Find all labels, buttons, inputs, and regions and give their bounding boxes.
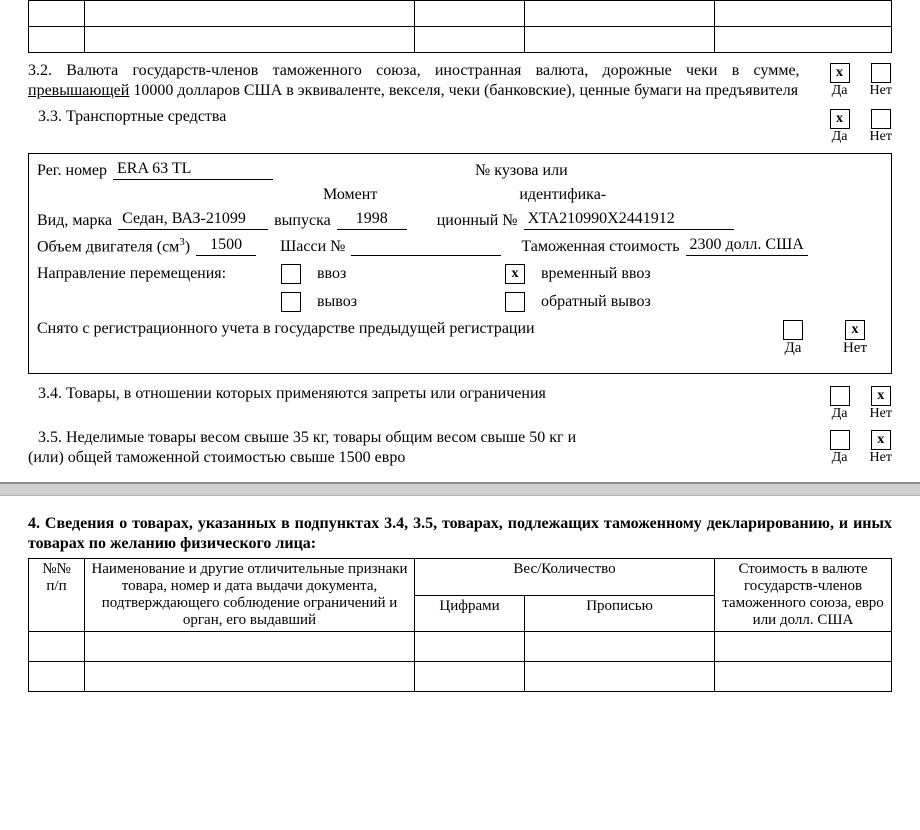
section-4-title: 4. Сведения о товарах, указанных в подпу… [28,514,892,554]
page-divider [0,482,920,496]
col-weight: Вес/Количество [415,559,715,596]
dereg-yes[interactable]: Да [783,320,803,357]
sec35-line2: (или) общей таможенной стоимостью свыше … [28,449,405,466]
col-words: Прописью [525,595,715,632]
direction-label: Направление перемещения: [37,265,257,283]
type-label: Вид, марка [37,212,112,230]
section-3-2: 3.2. Валюта государств-членов таможенног… [28,61,892,101]
engine-label: Объем двигателя (см3) [37,236,190,256]
year-value: 1998 [337,210,407,230]
checkbox[interactable]: х [871,430,891,450]
release-label: выпуска [274,212,331,230]
checkbox[interactable] [871,63,891,83]
sec35-yes[interactable]: Да [830,430,850,466]
reg-value: ERA 63 TL [113,160,273,180]
yes-label: Да [832,83,848,99]
yes-label: Да [832,406,848,422]
cost-value: 2300 долл. США [686,236,808,256]
checkbox[interactable] [783,320,803,340]
table-row [29,662,892,692]
checkbox[interactable]: х [845,320,865,340]
sec32-underline: превышающей [28,82,129,99]
col-cost: Стоимость в валюте государств-членов там… [715,559,892,632]
section-3-4: 3.4. Товары, в отношении которых применя… [28,384,892,422]
sec34-no[interactable]: х Нет [870,386,892,422]
checkbox-backout[interactable] [505,292,525,312]
body-label3: ционный № [437,212,518,230]
in-label: ввоз [317,265,346,283]
sec33-yes[interactable]: х Да [830,109,850,145]
table-row [29,632,892,662]
sec32-text-b: 10000 долларов США в эквиваленте, вексел… [129,82,798,99]
reg-label: Рег. номер [37,162,107,180]
backout-label: обратный вывоз [541,293,651,311]
sec35-line1: 3.5. Неделимые товары весом свыше 35 кг,… [38,429,576,446]
blank-table-top [28,0,892,53]
no-label: Нет [870,450,892,466]
type-value: Седан, ВАЗ-21099 [118,210,268,230]
sec34-yes[interactable]: Да [830,386,850,422]
checkbox[interactable] [830,386,850,406]
sec32-no[interactable]: Нет [870,63,892,99]
table-4: №№ п/п Наименование и другие отличительн… [28,558,892,692]
yes-label: Да [832,129,848,145]
sec32-text-a: 3.2. Валюта государств-членов таможенног… [28,62,800,79]
cost-label: Таможенная стоимость [521,238,679,256]
checkbox-in[interactable] [281,264,301,284]
dereg-text: Снято с регистрационного учета в государ… [37,320,777,338]
sec33-text: 3.3. Транспортные средства [38,108,226,125]
checkbox[interactable]: х [871,386,891,406]
chassis-label: Шасси № [280,238,345,256]
body-label2: идентифика- [519,186,606,204]
col-num: №№ п/п [29,559,85,632]
col-desc: Наименование и другие отличительные приз… [85,559,415,632]
yes-label: Да [832,450,848,466]
checkbox[interactable] [830,430,850,450]
no-label: Нет [870,406,892,422]
body-value: XTA210990X2441912 [524,210,734,230]
checkbox-out[interactable] [281,292,301,312]
yes-label: Да [785,340,802,357]
vehicle-box: Рег. номер ERA 63 TL № кузова или Момент… [28,153,892,374]
dereg-no[interactable]: х Нет [843,320,867,357]
col-digits: Цифрами [415,595,525,632]
sec34-text: 3.4. Товары, в отношении которых применя… [38,385,546,402]
section-3-3: 3.3. Транспортные средства х Да Нет [28,107,892,145]
out-label: вывоз [317,293,357,311]
checkbox[interactable] [871,109,891,129]
section-3-5: 3.5. Неделимые товары весом свыше 35 кг,… [28,428,892,468]
engine-value: 1500 [196,236,256,256]
sec33-no[interactable]: Нет [870,109,892,145]
no-label: Нет [870,83,892,99]
no-label: Нет [843,340,867,357]
checkbox[interactable]: х [830,109,850,129]
checkbox-tempin[interactable]: х [505,264,525,284]
sec32-yes[interactable]: х Да [830,63,850,99]
moment-label: Момент [323,186,377,204]
sec35-no[interactable]: х Нет [870,430,892,466]
chassis-value [351,254,501,256]
tempin-label: временный ввоз [541,265,651,283]
no-label: Нет [870,129,892,145]
checkbox[interactable]: х [830,63,850,83]
body-label1: № кузова или [475,162,568,180]
